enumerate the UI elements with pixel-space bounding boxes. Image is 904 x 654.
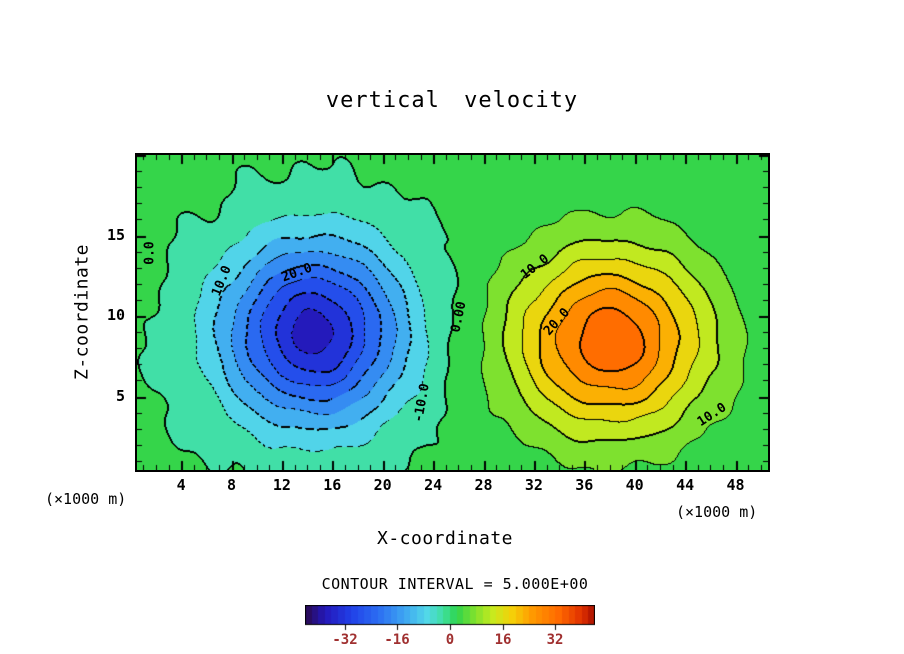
x-unit-left-label: (×1000 m) xyxy=(45,490,127,508)
x-tick-label: 32 xyxy=(524,476,543,494)
y-tick-label: 15 xyxy=(106,225,125,244)
x-unit-right-label: (×1000 m) xyxy=(676,503,758,521)
x-tick-label: 8 xyxy=(226,476,237,494)
plot-area xyxy=(135,153,770,472)
contour-interval-note: CONTOUR INTERVAL = 5.000E+00 xyxy=(321,575,589,593)
colorbar-tick-label: -16 xyxy=(384,632,410,648)
x-tick-label: 40 xyxy=(625,476,644,494)
x-tick-label: 4 xyxy=(176,476,186,494)
x-axis-title: X-coordinate xyxy=(376,528,514,549)
colorbar-tick-label: 32 xyxy=(546,632,564,648)
x-tick-label: 20 xyxy=(373,476,392,494)
colorbar-tick-label: 0 xyxy=(445,632,455,648)
colorbar xyxy=(305,605,595,631)
y-tick-label: 5 xyxy=(115,386,125,405)
x-tick-label: 28 xyxy=(474,476,493,494)
x-tick-label: 24 xyxy=(424,476,443,494)
colorbar-tick-label: -32 xyxy=(332,632,358,648)
contour-plot-canvas xyxy=(137,155,768,470)
x-tick-label: 16 xyxy=(323,476,342,494)
x-tick-label: 12 xyxy=(272,476,291,494)
y-tick-label: 10 xyxy=(106,306,125,325)
contour-line-label: 0.0 xyxy=(142,241,158,265)
x-tick-label: 48 xyxy=(726,476,745,494)
chart-title: vertical velocity xyxy=(325,88,579,113)
x-tick-label: 44 xyxy=(676,476,695,494)
x-tick-label: 36 xyxy=(575,476,594,494)
colorbar-tick-label: 16 xyxy=(494,632,512,648)
